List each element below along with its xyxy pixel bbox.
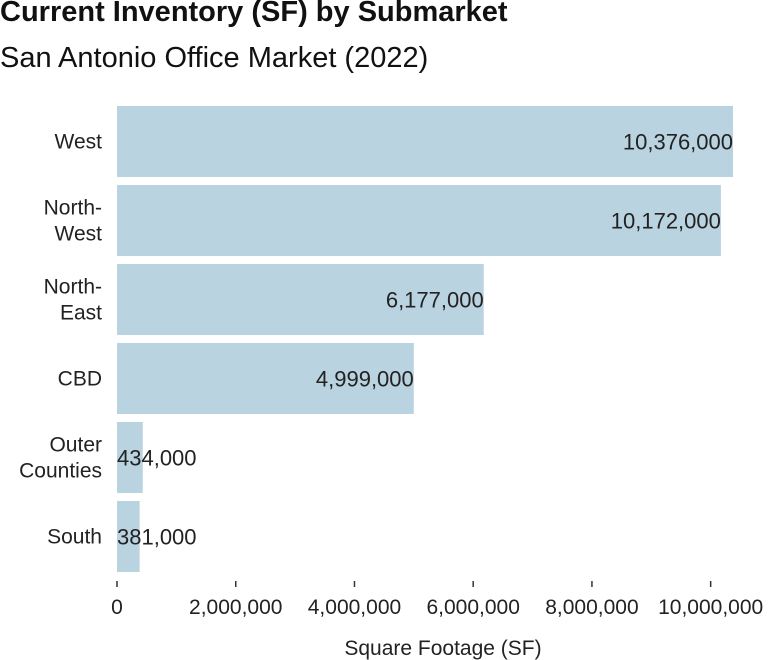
x-tick-label: 6,000,000 (426, 596, 519, 619)
value-label: 434,000 (117, 446, 197, 471)
value-labels: 10,376,000 10,172,000 6,177,000 4,999,000 43… (117, 130, 733, 550)
x-tick-label: 10,000,000 (658, 596, 763, 619)
bar (117, 422, 143, 493)
x-tick-label: 0 (111, 596, 123, 619)
category-label: North-East (44, 276, 103, 325)
category-label: West (55, 131, 103, 154)
value-label: 10,172,000 (611, 209, 721, 234)
x-tick-label: 2,000,000 (189, 596, 282, 619)
x-axis-title: Square Footage (SF) (344, 637, 541, 660)
value-label: 6,177,000 (386, 288, 484, 313)
chart-subtitle: San Antonio Office Market (2022) (0, 42, 429, 74)
category-label: South (47, 526, 102, 549)
bar (117, 185, 721, 256)
x-tick-label: 8,000,000 (545, 596, 638, 619)
category-labels: West North-West North-East CBD Outer Counties… (19, 131, 102, 549)
chart-title: Current Inventory (SF) by Submarket (0, 0, 508, 28)
category-label: CBD (58, 368, 102, 391)
category-label: Outer Counties (19, 434, 102, 483)
value-label: 381,000 (117, 525, 197, 550)
category-label: North-West (44, 197, 103, 246)
value-label: 10,376,000 (623, 130, 733, 155)
bar (117, 501, 140, 572)
x-tick-label: 4,000,000 (308, 596, 401, 619)
x-axis: 0 2,000,000 4,000,000 6,000,000 8,000,000 10,… (111, 581, 763, 619)
bar (117, 343, 414, 414)
bar (117, 264, 484, 335)
bar (117, 106, 733, 177)
value-label: 4,999,000 (316, 367, 414, 392)
bars-layer (117, 106, 733, 572)
